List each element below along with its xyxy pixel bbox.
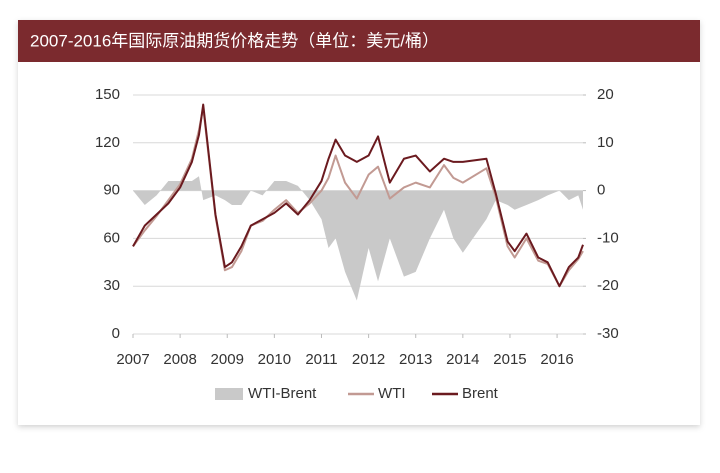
legend-label: WTI (378, 385, 406, 402)
chart-title: 2007-2016年国际原油期货价格走势（单位：美元/桶） (30, 31, 439, 50)
y2-tick-label: -30 (597, 325, 619, 342)
x-tick-label: 2015 (493, 351, 526, 368)
x-tick-label: 2009 (211, 351, 244, 368)
y-tick-label: 60 (103, 229, 120, 246)
x-tick-label: 2011 (305, 351, 337, 368)
y-tick-label: 0 (112, 325, 120, 342)
x-tick-label: 2014 (446, 351, 479, 368)
title-bar (18, 20, 700, 62)
line (132, 103, 584, 288)
y2-tick-label: 0 (597, 182, 605, 199)
y2-tick-label: -20 (597, 277, 619, 294)
x-tick-label: 2007 (116, 351, 149, 368)
area (133, 176, 583, 301)
y-tick-label: 30 (103, 277, 120, 294)
y2-tick-label: -10 (597, 229, 619, 246)
legend-label: Brent (462, 385, 499, 402)
y2-tick-label: 10 (597, 134, 614, 151)
legend-label: WTI-Brent (248, 385, 317, 402)
x-tick-label: 2013 (399, 351, 432, 368)
y-tick-label: 150 (95, 86, 120, 103)
y-tick-label: 90 (103, 182, 120, 199)
x-tick-label: 2010 (258, 351, 291, 368)
x-tick-label: 2016 (540, 351, 573, 368)
y-tick-label: 120 (95, 134, 120, 151)
x-tick-label: 2008 (163, 351, 196, 368)
legend-swatch (215, 388, 243, 400)
x-tick-label: 2012 (352, 351, 385, 368)
y2-tick-label: 20 (597, 86, 614, 103)
